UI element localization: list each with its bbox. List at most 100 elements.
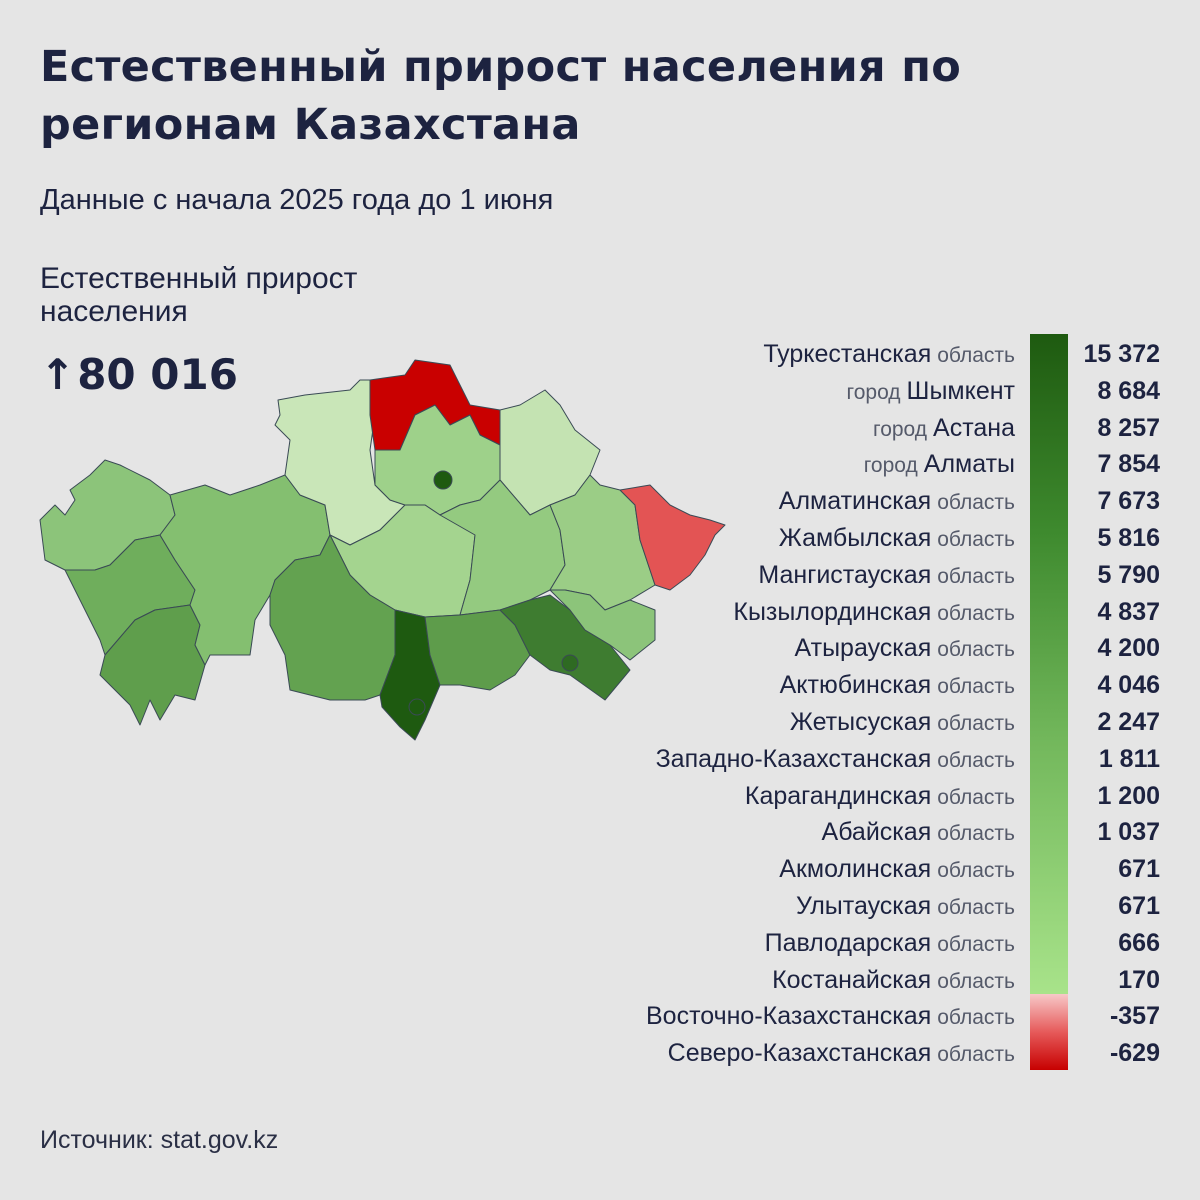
region-label: Алматинская область bbox=[779, 483, 1015, 519]
region-label: Атырауская область bbox=[795, 630, 1015, 666]
region-name: Восточно-Казахстанская bbox=[645, 1002, 932, 1031]
color-scale-bar bbox=[1030, 334, 1068, 1070]
region-zhetysu bbox=[549, 589, 656, 661]
region-value: 8 257 bbox=[1097, 413, 1160, 442]
region-value: 7 673 bbox=[1097, 487, 1160, 516]
region-value: 4 837 bbox=[1097, 597, 1160, 626]
region-type-suffix: область bbox=[937, 969, 1015, 993]
arrow-up-icon: ↑ bbox=[40, 350, 76, 399]
total-number: 80 016 bbox=[77, 350, 238, 399]
color-scale-positive bbox=[1030, 334, 1068, 994]
region-value: 5 790 bbox=[1097, 560, 1160, 589]
region-value: 666 bbox=[1118, 928, 1160, 957]
region-type-suffix: область bbox=[937, 1006, 1015, 1030]
region-row: Улытауская область 671 bbox=[540, 888, 1170, 924]
region-value: 8 684 bbox=[1097, 376, 1160, 405]
region-type-prefix: город bbox=[863, 454, 918, 478]
region-type-prefix: город bbox=[873, 417, 928, 441]
region-type-suffix: область bbox=[937, 932, 1015, 956]
region-almaty bbox=[499, 594, 631, 701]
region-value: 1 200 bbox=[1097, 781, 1160, 810]
total-label: Естественный прирост населения bbox=[40, 262, 358, 328]
region-name: Жамбылская bbox=[778, 524, 932, 552]
region-name: Северо-Казахстанская bbox=[667, 1039, 932, 1068]
region-label: Абайская область bbox=[822, 814, 1015, 850]
region-name: Алматы bbox=[923, 450, 1015, 479]
region-label: Улытауская область bbox=[796, 888, 1015, 924]
region-row: город Шымкент 8 684 bbox=[540, 373, 1170, 409]
region-mangistau bbox=[99, 604, 206, 726]
region-row: город Астана 8 257 bbox=[540, 410, 1170, 446]
region-name: Алматинская bbox=[778, 487, 932, 516]
region-row: Мангистауская область 5 790 bbox=[540, 557, 1170, 593]
region-type-suffix: область bbox=[937, 712, 1015, 735]
source-note: Источник: stat.gov.kz bbox=[40, 1126, 279, 1154]
region-row: Абайская область 1 037 bbox=[540, 814, 1170, 850]
region-label: Жетысуская область bbox=[790, 704, 1015, 740]
color-scale-negative bbox=[1030, 994, 1068, 1070]
region-value: 2 247 bbox=[1097, 708, 1160, 736]
region-name: Шымкент bbox=[906, 376, 1015, 405]
region-value: 5 816 bbox=[1097, 524, 1160, 552]
region-label: Жамбылская область bbox=[779, 520, 1015, 556]
region-label: город Астана bbox=[873, 410, 1015, 446]
region-type-suffix: область bbox=[937, 785, 1015, 809]
region-name: Жетысуская bbox=[789, 708, 932, 736]
region-east-kazakhstan bbox=[619, 484, 726, 591]
region-label: Костанайская область bbox=[772, 962, 1015, 998]
region-value: 170 bbox=[1118, 965, 1160, 994]
region-label: Карагандинская область bbox=[745, 778, 1015, 814]
region-type-suffix: область bbox=[937, 564, 1015, 588]
region-row: Жамбылская область 5 816 bbox=[540, 520, 1170, 556]
region-name: Кызылординская bbox=[733, 597, 932, 626]
region-row: Костанайская область 170 bbox=[540, 962, 1170, 998]
region-value: 671 bbox=[1118, 855, 1160, 884]
region-row: Восточно-Казахстанская область -357 bbox=[540, 998, 1170, 1034]
region-row: Кызылординская область 4 837 bbox=[540, 594, 1170, 630]
region-row: Акмолинская область 671 bbox=[540, 851, 1170, 887]
region-label: город Шымкент bbox=[847, 373, 1015, 409]
region-row: Актюбинская область 4 046 bbox=[540, 667, 1170, 703]
almaty-city-marker bbox=[561, 654, 579, 672]
region-name: Мангистауская bbox=[758, 560, 932, 589]
region-row: Западно-Казахстанская область 1 811 bbox=[540, 741, 1170, 777]
region-label: Кызылординская область bbox=[733, 594, 1015, 630]
region-name: Павлодарская bbox=[764, 928, 932, 957]
region-type-suffix: область bbox=[937, 822, 1015, 846]
region-row: город Алматы 7 854 bbox=[540, 446, 1170, 482]
region-label: Западно-Казахстанская область bbox=[656, 741, 1015, 777]
region-name: Западно-Казахстанская bbox=[655, 744, 932, 773]
region-name: Карагандинская bbox=[744, 781, 932, 810]
region-type-suffix: область bbox=[937, 896, 1015, 919]
region-name: Атырауская bbox=[794, 634, 932, 663]
region-name: Улытауская bbox=[796, 892, 932, 920]
region-label: Акмолинская область bbox=[779, 851, 1015, 887]
kazakhstan-map bbox=[39, 359, 726, 741]
total-value: ↑80 016 bbox=[40, 346, 238, 404]
region-type-suffix: область bbox=[937, 601, 1015, 625]
region-value: 4 200 bbox=[1097, 634, 1160, 663]
region-abai bbox=[549, 474, 656, 611]
region-type-suffix: область bbox=[937, 1043, 1015, 1067]
region-name: Костанайская bbox=[772, 965, 932, 994]
region-value: 15 372 bbox=[1083, 340, 1160, 368]
region-value: 1 811 bbox=[1098, 744, 1160, 773]
region-value: 1 037 bbox=[1097, 818, 1160, 847]
region-type-prefix: город bbox=[846, 380, 901, 404]
region-name: Астана bbox=[933, 413, 1015, 442]
region-value: 7 854 bbox=[1097, 450, 1160, 479]
region-row: Жетысуская область 2 247 bbox=[540, 704, 1170, 740]
region-row: Карагандинская область 1 200 bbox=[540, 778, 1170, 814]
region-type-suffix: область bbox=[937, 491, 1015, 515]
region-type-suffix: область bbox=[937, 675, 1015, 699]
region-name: Туркестанская bbox=[763, 340, 932, 368]
region-value: -357 bbox=[1109, 1002, 1160, 1031]
region-label: Актюбинская область bbox=[780, 667, 1015, 703]
region-name: Актюбинская bbox=[779, 671, 932, 700]
region-value: 4 046 bbox=[1097, 671, 1160, 700]
region-type-suffix: область bbox=[937, 638, 1015, 662]
region-value: 671 bbox=[1118, 892, 1160, 920]
page-subtitle: Данные с начала 2025 года до 1 июня bbox=[40, 184, 554, 216]
region-name: Акмолинская bbox=[779, 855, 932, 884]
region-type-suffix: область bbox=[937, 859, 1015, 883]
